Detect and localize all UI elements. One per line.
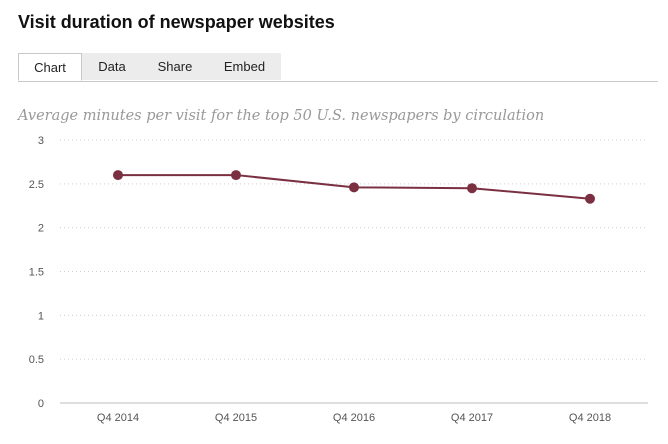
chart-subtitle: Average minutes per visit for the top 50… xyxy=(18,108,545,124)
x-tick-label: Q4 2016 xyxy=(333,412,375,424)
y-tick-label: 2 xyxy=(38,223,44,235)
y-tick-label: 0.5 xyxy=(29,354,44,366)
tab-embed[interactable]: Embed xyxy=(208,53,281,80)
data-point xyxy=(113,170,123,181)
chart-title: Visit duration of newspaper websites xyxy=(18,12,335,32)
y-tick-label: 1.5 xyxy=(29,267,44,279)
x-tick-label: Q4 2017 xyxy=(451,412,493,424)
x-tick-label: Q4 2014 xyxy=(97,412,139,424)
tab-data[interactable]: Data xyxy=(82,53,142,80)
y-tick-label: 2.5 xyxy=(29,179,44,191)
x-tick-label: Q4 2015 xyxy=(215,412,257,424)
data-point xyxy=(585,193,595,204)
x-tick-label: Q4 2018 xyxy=(569,412,611,424)
y-tick-label: 3 xyxy=(38,135,44,147)
tab-bar: Chart Data Share Embed xyxy=(18,53,658,82)
tab-chart[interactable]: Chart xyxy=(18,53,82,81)
y-tick-label: 1 xyxy=(38,310,44,322)
y-tick-label: 0 xyxy=(38,398,44,410)
line-chart: 0 0.5 1 1.5 2 2.5 3 Q4 2014 Q4 2015 Q4 2016 Q4 201… xyxy=(29,135,648,424)
data-point xyxy=(467,183,477,194)
data-point xyxy=(231,170,241,181)
data-point xyxy=(349,182,359,193)
tab-share[interactable]: Share xyxy=(142,53,208,80)
